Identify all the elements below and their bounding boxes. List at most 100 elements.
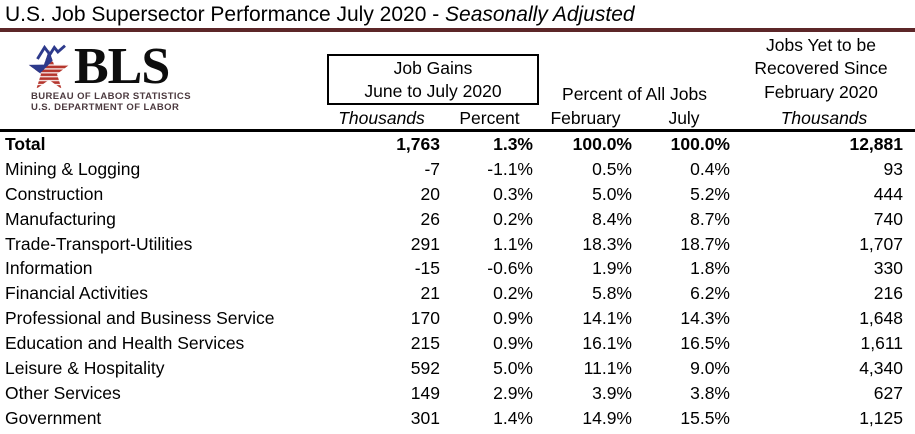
jobs-recovered-header: Jobs Yet to be Recovered Since February … bbox=[731, 34, 911, 104]
column-subheaders: Thousands Percent February July Thousand… bbox=[0, 106, 915, 132]
recovered-thousands-cell: 1,707 bbox=[859, 233, 903, 254]
job-gains-line1: Job Gains bbox=[393, 58, 473, 78]
table-row: Manufacturing 26 0.2% 8.4% 8.7% 740 bbox=[0, 207, 915, 232]
gains-percent-cell: 1.4% bbox=[493, 407, 533, 428]
recovered-thousands-cell: 444 bbox=[873, 183, 903, 204]
jul-share-cell: 1.8% bbox=[690, 258, 730, 279]
jul-share-cell: 8.7% bbox=[690, 208, 730, 229]
jul-share-cell: 9.0% bbox=[690, 358, 730, 379]
bls-logo-text: BUREAU OF LABOR STATISTICS U.S. DEPARTME… bbox=[31, 91, 191, 113]
table-row: Other Services 149 2.9% 3.9% 3.8% 627 bbox=[0, 381, 915, 406]
page-title: U.S. Job Supersector Performance July 20… bbox=[0, 0, 915, 32]
recovered-thousands-cell: 1,611 bbox=[860, 333, 904, 354]
recovered-thousands-cell: 4,340 bbox=[859, 358, 903, 379]
subheader-recovered-thousands: Thousands bbox=[780, 108, 868, 128]
sector-cell: Construction bbox=[5, 183, 104, 204]
sector-cell: Government bbox=[5, 407, 102, 428]
gains-percent-cell: 1.1% bbox=[493, 233, 533, 254]
bls-logo-line1: BUREAU OF LABOR STATISTICS bbox=[31, 91, 191, 102]
table-row: Leisure & Hospitality 592 5.0% 11.1% 9.0… bbox=[0, 356, 915, 381]
table-row: Government 301 1.4% 14.9% 15.5% 1,125 bbox=[0, 406, 915, 431]
feb-share-cell: 18.3% bbox=[582, 233, 632, 254]
gains-thousands-cell: 20 bbox=[420, 183, 440, 204]
feb-share-cell: 8.4% bbox=[592, 208, 632, 229]
subheader-gains-thousands: Thousands bbox=[338, 108, 425, 128]
sector-cell: Leisure & Hospitality bbox=[5, 358, 165, 379]
bls-logo: BLS BUREAU OF LABOR STATISTICS U.S. DEPA… bbox=[25, 38, 225, 130]
gains-percent-cell: -1.1% bbox=[487, 158, 533, 179]
gains-percent-cell: 5.0% bbox=[493, 358, 533, 379]
job-gains-line2: June to July 2020 bbox=[364, 81, 502, 101]
subheader-july: July bbox=[668, 108, 700, 128]
gains-percent-cell: 1.3% bbox=[493, 134, 533, 154]
sector-cell: Trade-Transport-Utilities bbox=[5, 233, 193, 254]
gains-percent-cell: -0.6% bbox=[487, 258, 533, 279]
gains-percent-cell: 0.9% bbox=[493, 333, 533, 354]
recovered-thousands-cell: 1,648 bbox=[859, 308, 903, 329]
subheader-february: February bbox=[550, 108, 621, 128]
jul-share-cell: 100.0% bbox=[670, 134, 730, 154]
sector-cell: Total bbox=[5, 134, 46, 154]
table-body: Total 1,763 1.3% 100.0% 100.0% 12,881 Mi… bbox=[0, 132, 915, 431]
recovered-thousands-cell: 627 bbox=[873, 382, 903, 403]
gains-thousands-cell: -7 bbox=[424, 158, 440, 179]
recovered-thousands-cell: 12,881 bbox=[849, 134, 903, 154]
gains-thousands-cell: 1,763 bbox=[396, 134, 440, 154]
recovered-thousands-cell: 1,125 bbox=[859, 407, 903, 428]
gains-thousands-cell: -15 bbox=[414, 258, 440, 279]
jobs-recovered-line2: Recovered Since bbox=[754, 58, 888, 79]
feb-share-cell: 14.1% bbox=[582, 308, 632, 329]
table-row: Education and Health Services 215 0.9% 1… bbox=[0, 331, 915, 356]
sector-cell: Education and Health Services bbox=[5, 333, 245, 354]
gains-thousands-cell: 301 bbox=[410, 407, 440, 428]
bls-logo-line2: U.S. DEPARTMENT OF LABOR bbox=[31, 101, 180, 113]
sector-cell: Professional and Business Service bbox=[5, 308, 275, 329]
percent-of-all-jobs-header: Percent of All Jobs bbox=[562, 84, 707, 104]
sector-cell: Manufacturing bbox=[5, 208, 116, 229]
table-header: BLS BUREAU OF LABOR STATISTICS U.S. DEPA… bbox=[0, 32, 915, 132]
feb-share-cell: 16.1% bbox=[582, 333, 632, 354]
gains-percent-cell: 0.9% bbox=[493, 308, 533, 329]
bls-acronym: BLS bbox=[74, 38, 170, 95]
gains-percent-cell: 0.2% bbox=[493, 283, 533, 304]
feb-share-cell: 0.5% bbox=[592, 158, 632, 179]
table-row: Professional and Business Service 170 0.… bbox=[0, 306, 915, 331]
jobs-recovered-line3: February 2020 bbox=[764, 81, 878, 102]
job-gains-header-box: Job Gains June to July 2020 bbox=[327, 54, 539, 105]
feb-share-cell: 5.8% bbox=[592, 283, 632, 304]
gains-thousands-cell: 21 bbox=[420, 283, 440, 304]
gains-thousands-cell: 26 bbox=[420, 208, 440, 229]
jul-share-cell: 5.2% bbox=[690, 183, 730, 204]
subheader-gains-percent: Percent bbox=[459, 108, 520, 128]
table-row: Financial Activities 21 0.2% 5.8% 6.2% 2… bbox=[0, 281, 915, 306]
feb-share-cell: 1.9% bbox=[592, 258, 632, 279]
gains-percent-cell: 0.3% bbox=[493, 183, 533, 204]
jul-share-cell: 16.5% bbox=[680, 333, 730, 354]
title-italic: Seasonally Adjusted bbox=[445, 3, 635, 26]
sector-cell: Financial Activities bbox=[5, 283, 148, 304]
bls-star-icon bbox=[28, 44, 70, 89]
recovered-thousands-cell: 740 bbox=[873, 208, 903, 229]
jul-share-cell: 14.3% bbox=[680, 308, 730, 329]
title-main: U.S. Job Supersector Performance July 20… bbox=[5, 3, 440, 26]
feb-share-cell: 11.1% bbox=[583, 358, 632, 379]
sector-cell: Mining & Logging bbox=[5, 158, 141, 179]
recovered-thousands-cell: 216 bbox=[873, 283, 903, 304]
feb-share-cell: 100.0% bbox=[572, 134, 632, 154]
table-row: Construction 20 0.3% 5.0% 5.2% 444 bbox=[0, 182, 915, 207]
table-row: Information -15 -0.6% 1.9% 1.8% 330 bbox=[0, 256, 915, 281]
sector-cell: Information bbox=[5, 258, 93, 279]
gains-percent-cell: 0.2% bbox=[493, 208, 533, 229]
jul-share-cell: 0.4% bbox=[690, 158, 730, 179]
sector-cell: Other Services bbox=[5, 382, 121, 403]
gains-thousands-cell: 170 bbox=[410, 308, 440, 329]
gains-thousands-cell: 592 bbox=[410, 358, 440, 379]
table-row-total: Total 1,763 1.3% 100.0% 100.0% 12,881 bbox=[0, 132, 915, 157]
gains-thousands-cell: 149 bbox=[410, 382, 440, 403]
feb-share-cell: 3.9% bbox=[592, 382, 632, 403]
feb-share-cell: 14.9% bbox=[582, 407, 632, 428]
jul-share-cell: 3.8% bbox=[690, 382, 730, 403]
gains-thousands-cell: 291 bbox=[410, 233, 440, 254]
jul-share-cell: 18.7% bbox=[680, 233, 730, 254]
